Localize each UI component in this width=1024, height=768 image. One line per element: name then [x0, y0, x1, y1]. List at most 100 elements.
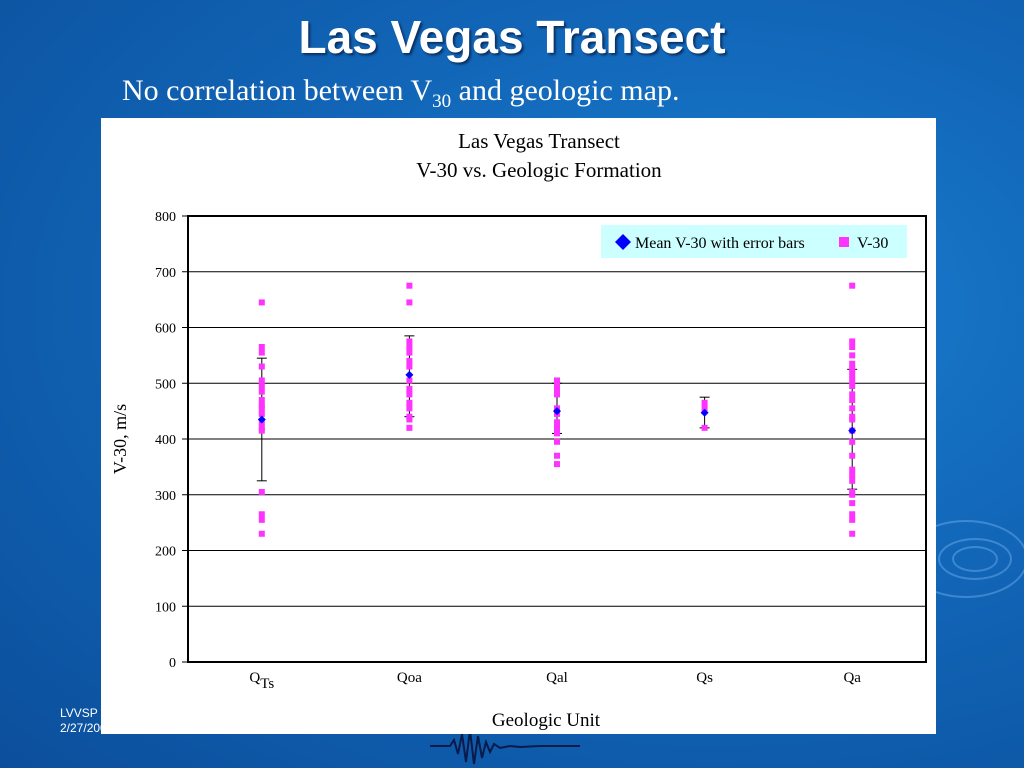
legend-v30-marker [839, 237, 849, 247]
v30-point [406, 424, 413, 431]
v30-point [406, 357, 413, 364]
v30-point [701, 424, 708, 431]
chart-title-line2: V-30 vs. Geologic Formation [416, 158, 662, 182]
v30-point [406, 344, 413, 351]
v30-point [258, 530, 265, 537]
x-axis: QTs Qoa Qal Qs Qa [249, 670, 861, 692]
v30-point [554, 430, 560, 437]
y-tick-label: 0 [169, 656, 176, 671]
x-tick-label: Qal [546, 670, 568, 686]
v30-point [849, 530, 856, 537]
slide-subtitle: No correlation between V30 and geologic … [122, 74, 679, 113]
y-tick-label: 100 [155, 600, 176, 615]
v30-point [849, 405, 856, 412]
v30-point [258, 377, 265, 384]
v30-point [258, 488, 265, 495]
v30-point [849, 438, 856, 445]
v30-point [258, 388, 265, 395]
mean-point [553, 407, 561, 416]
y-axis: 0 100 200 300 400 500 600 700 800 [155, 210, 188, 671]
v30-point [849, 452, 856, 459]
v30-point [849, 466, 856, 473]
v30-point [554, 452, 560, 459]
chart-panel: Las Vegas Transect V-30 vs. Geologic For… [101, 118, 936, 734]
v30-point [406, 299, 413, 306]
v30-point [406, 385, 413, 392]
v30-point [554, 383, 560, 390]
x-tick-label: Qs [696, 670, 713, 686]
v30-point [849, 352, 856, 359]
legend-box [601, 225, 907, 258]
v30-point [406, 282, 413, 289]
v30-point [849, 360, 856, 367]
v30-point [849, 383, 856, 390]
v30-point [406, 416, 413, 423]
v30-point [849, 511, 856, 518]
v30-point [554, 419, 560, 426]
x-tick-label-main: Q [249, 670, 260, 686]
v30-point [406, 377, 413, 384]
x-axis-label: Geologic Unit [492, 710, 601, 731]
v30-point [554, 438, 560, 445]
v30-point [406, 405, 413, 412]
y-tick-label: 800 [155, 210, 176, 225]
v30-point [258, 344, 265, 351]
x-tick-label-main: Qoa [397, 670, 422, 686]
footer: LVVSP 2/27/2004 [60, 706, 113, 736]
v30-point [849, 377, 856, 384]
v30-point [849, 282, 856, 289]
v30-point [849, 491, 856, 498]
v30-point [258, 349, 265, 356]
v30-point [406, 399, 413, 406]
x-tick-label-sub: Ts [260, 676, 274, 692]
seismogram-logo [430, 729, 580, 765]
v30-point [701, 399, 708, 406]
v30-point [849, 416, 856, 423]
y-tick-label: 300 [155, 489, 176, 504]
legend-mean-label: Mean V-30 with error bars [635, 235, 805, 252]
mean-point [405, 370, 414, 379]
v30-point [554, 461, 560, 468]
v30-point [258, 511, 265, 518]
v30-point [406, 338, 413, 345]
v30-point [258, 516, 265, 523]
v30-point [849, 391, 856, 398]
chart-title-line1: Las Vegas Transect [458, 129, 620, 153]
y-tick-label: 200 [155, 545, 176, 560]
v30-point [258, 383, 265, 390]
mean-series [257, 370, 857, 435]
x-tick-label-main: Qa [843, 670, 861, 686]
slide-title: Las Vegas Transect [298, 11, 726, 63]
footer-date: 2/27/2004 [60, 721, 114, 735]
v30-point [258, 410, 265, 417]
legend: Mean V-30 with error bars V-30 [601, 225, 907, 258]
v30-point [554, 424, 560, 431]
legend-v30-label: V-30 [857, 235, 888, 252]
y-tick-label: 700 [155, 266, 176, 281]
v30-point [258, 427, 265, 434]
x-tick-label-main: Qal [546, 670, 568, 686]
v30-point [849, 472, 856, 479]
v30-point [406, 349, 413, 356]
v30-point [406, 391, 413, 398]
subtitle-text-end: and geologic map. [451, 74, 680, 107]
v30-point [258, 405, 265, 412]
chart: Las Vegas Transect V-30 vs. Geologic For… [110, 129, 927, 731]
legend-mean-marker [615, 234, 631, 250]
x-tick-label: Qa [843, 670, 861, 686]
v30-point [849, 477, 856, 484]
v30-point [849, 338, 856, 345]
mean-point [848, 426, 857, 435]
subtitle-text: No correlation between V [122, 74, 433, 107]
v30-point [849, 516, 856, 523]
v30-point [554, 377, 560, 384]
y-axis-label: V-30, m/s [110, 404, 130, 474]
v30-point [258, 396, 265, 403]
v30-point [258, 299, 265, 306]
v30-point [406, 363, 413, 370]
x-tick-label: Qoa [397, 670, 422, 686]
y-tick-label: 500 [155, 377, 176, 392]
y-tick-label: 600 [155, 322, 176, 337]
footer-org: LVVSP [60, 706, 98, 720]
v30-point [849, 396, 856, 403]
